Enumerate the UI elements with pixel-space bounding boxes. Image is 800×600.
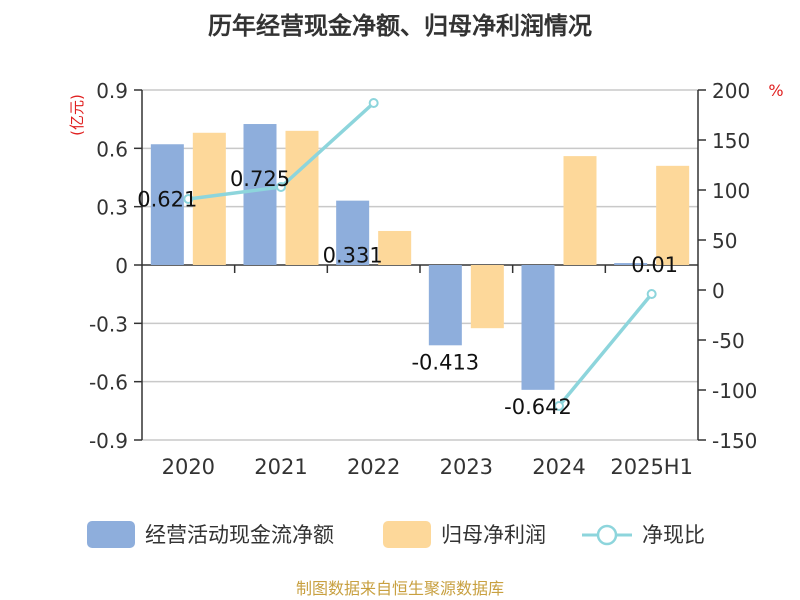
bar-data-label: -0.413 [411, 350, 479, 374]
axes [141, 90, 699, 440]
right-tick-label: 50 [712, 229, 737, 253]
right-axis-ticks: 200 150 100 50 0 -50 -100 -150 [698, 79, 757, 453]
right-tick-label: -150 [712, 429, 757, 453]
bar-netprofit [285, 130, 319, 265]
bar-cashflow [428, 265, 462, 346]
bar-netprofit [470, 265, 504, 329]
legend-swatch-cashflow [87, 521, 135, 548]
ratio-line-segment [557, 292, 654, 408]
left-tick-label: 0 [115, 254, 128, 278]
bar-data-label: 0.331 [323, 244, 383, 268]
ratio-line-point [183, 194, 194, 204]
left-tick-label: 0.3 [96, 196, 128, 220]
legend-label-netprofit: 归母净利润 [441, 523, 546, 547]
right-tick-label: 0 [712, 279, 725, 303]
right-tick-label: 200 [712, 79, 750, 103]
bar-cashflow [150, 144, 184, 265]
bar-netprofit [656, 165, 690, 265]
ratio-line-point [276, 182, 286, 192]
right-axis-unit: % [768, 81, 783, 100]
x-tick-label: 2025H1 [610, 455, 693, 479]
bar-netprofit [563, 156, 597, 265]
ratio-line-point [368, 98, 379, 108]
x-tick-label: 2021 [254, 455, 307, 479]
left-tick-label: 0.6 [96, 137, 128, 161]
left-tick-label: -0.9 [89, 429, 128, 453]
ratio-line [183, 98, 657, 411]
ratio-line-point [554, 401, 564, 411]
right-tick-label: -50 [712, 329, 745, 353]
bar-cashflow [336, 200, 370, 265]
bar-labels: 0.621 0.725 0.331 -0.413 -0.642 0.01 [137, 167, 678, 419]
x-tick-label: 2022 [347, 455, 400, 479]
bar-data-label: -0.642 [504, 395, 572, 419]
right-tick-label: -100 [712, 379, 757, 403]
legend-swatch-ratio-marker [596, 524, 618, 546]
legend-label-cashflow: 经营活动现金流净额 [145, 523, 334, 547]
left-tick-label: 0.9 [96, 79, 128, 103]
bar-cashflow [614, 263, 648, 265]
bar-cashflow [521, 265, 555, 390]
right-tick-label: 100 [712, 179, 750, 203]
x-tick-label: 2023 [440, 455, 493, 479]
bar-data-label: 0.01 [631, 253, 678, 277]
bar-data-label: 0.725 [230, 167, 290, 191]
x-tick-label: 2020 [162, 455, 215, 479]
ratio-line-point [646, 289, 657, 299]
left-tick-label: -0.3 [89, 312, 128, 336]
source-note: 制图数据来自恒生聚源数据库 [296, 579, 504, 598]
right-tick-label: 150 [712, 129, 750, 153]
left-axis-ticks: 0.9 0.6 0.3 0 -0.3 -0.6 -0.9 [89, 79, 142, 453]
left-tick-label: -0.6 [89, 371, 128, 395]
x-axis-ticks: 2020 2021 2022 2023 2024 2025H1 [162, 455, 693, 479]
chart-title: 历年经营现金净额、归母净利润情况 [208, 12, 592, 40]
grid-lines [142, 89, 698, 441]
legend: 经营活动现金流净额 归母净利润 净现比 [87, 521, 705, 548]
bars [150, 124, 690, 390]
legend-label-ratio: 净现比 [642, 523, 705, 547]
x-tick-label: 2024 [532, 455, 585, 479]
bar-netprofit [378, 230, 412, 265]
bar-data-label: 0.621 [137, 187, 197, 211]
bar-cashflow [243, 124, 277, 266]
left-axis-unit: (亿元) [68, 94, 86, 136]
legend-swatch-netprofit [383, 521, 431, 548]
